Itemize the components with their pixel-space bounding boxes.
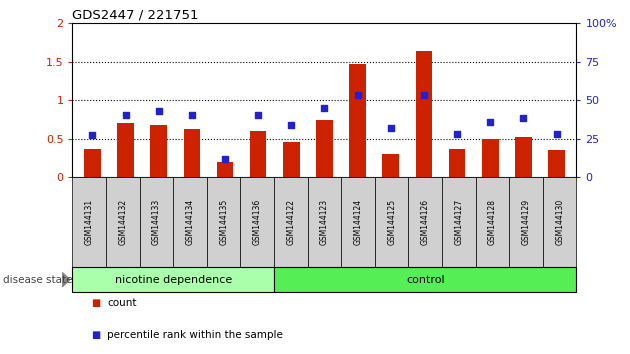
Text: GSM144132: GSM144132 [118,199,127,245]
Point [120,113,130,118]
Point [253,113,263,118]
Text: percentile rank within the sample: percentile rank within the sample [107,330,283,339]
Text: GSM144133: GSM144133 [152,199,161,245]
Point [186,113,197,118]
Point [154,108,164,114]
Text: GSM144130: GSM144130 [555,199,564,245]
Point [452,131,462,137]
Point [518,116,529,121]
Bar [416,51,432,177]
Point [353,92,363,98]
Text: GSM144122: GSM144122 [287,199,295,245]
Bar [482,138,498,177]
Text: GSM144126: GSM144126 [421,199,430,245]
Point [551,131,561,137]
Bar [84,149,101,177]
Text: GDS2447 / 221751: GDS2447 / 221751 [72,9,199,22]
Text: GSM144125: GSM144125 [387,199,396,245]
Bar [250,131,266,177]
Text: GSM144136: GSM144136 [253,199,261,245]
Bar [548,150,565,177]
Bar [151,125,167,177]
Text: GSM144127: GSM144127 [454,199,463,245]
Polygon shape [62,273,70,287]
Bar [449,149,466,177]
Text: ■: ■ [91,298,101,308]
Bar [183,129,200,177]
Point [88,133,98,138]
Bar [217,162,233,177]
Text: GSM144128: GSM144128 [488,199,497,245]
Text: GSM144123: GSM144123 [320,199,329,245]
Text: count: count [107,298,137,308]
Point [286,122,296,127]
Text: GSM144131: GSM144131 [85,199,94,245]
Bar [316,120,333,177]
Text: GSM144135: GSM144135 [219,199,228,245]
Bar [349,64,366,177]
Text: GSM144134: GSM144134 [186,199,195,245]
Bar [382,154,399,177]
Point [319,105,329,110]
Text: disease state: disease state [3,275,72,285]
Text: control: control [406,275,445,285]
Bar [117,123,134,177]
Text: ■: ■ [91,330,101,339]
Point [220,156,230,161]
Text: GSM144129: GSM144129 [522,199,530,245]
Bar [283,142,300,177]
Point [386,125,396,131]
Point [419,92,429,98]
Bar [515,137,532,177]
Point [485,119,495,124]
Text: GSM144124: GSM144124 [353,199,362,245]
Text: nicotine dependence: nicotine dependence [115,275,232,285]
